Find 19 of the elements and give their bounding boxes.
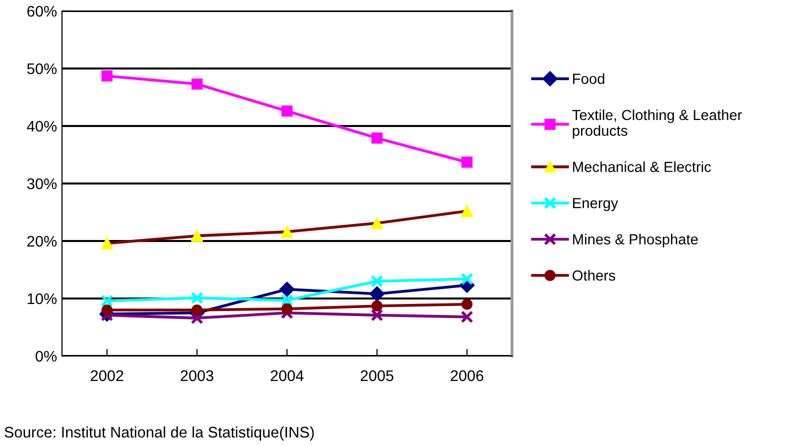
x-tick-label: 2002 <box>90 370 124 382</box>
legend-label: Textile, Clothing & Leather products <box>572 109 742 139</box>
y-tick-label: 0% <box>36 350 57 362</box>
x-tick-label: 2005 <box>360 370 394 382</box>
y-tick-label: 40% <box>26 120 57 132</box>
legend-label: Mines & Phosphate <box>573 234 698 248</box>
x-tick-label: 2003 <box>180 370 214 382</box>
legend-label: Energy <box>573 198 618 212</box>
legend-label: Others <box>572 270 616 281</box>
y-tick-label: 60% <box>27 6 57 17</box>
x-tick-label: 2006 <box>450 370 484 382</box>
x-tick-label: 2004 <box>270 370 304 382</box>
source-note: Source: Institut National de la Statistique(INS) <box>4 426 314 441</box>
legend-label: Mechanical & Electric <box>573 161 711 172</box>
y-tick-label: 10% <box>28 293 57 304</box>
y-tick-label: 50% <box>27 63 57 74</box>
legend-label: Food <box>573 73 604 84</box>
y-tick-label: 20% <box>27 236 57 247</box>
y-tick-label: 30% <box>27 178 57 190</box>
